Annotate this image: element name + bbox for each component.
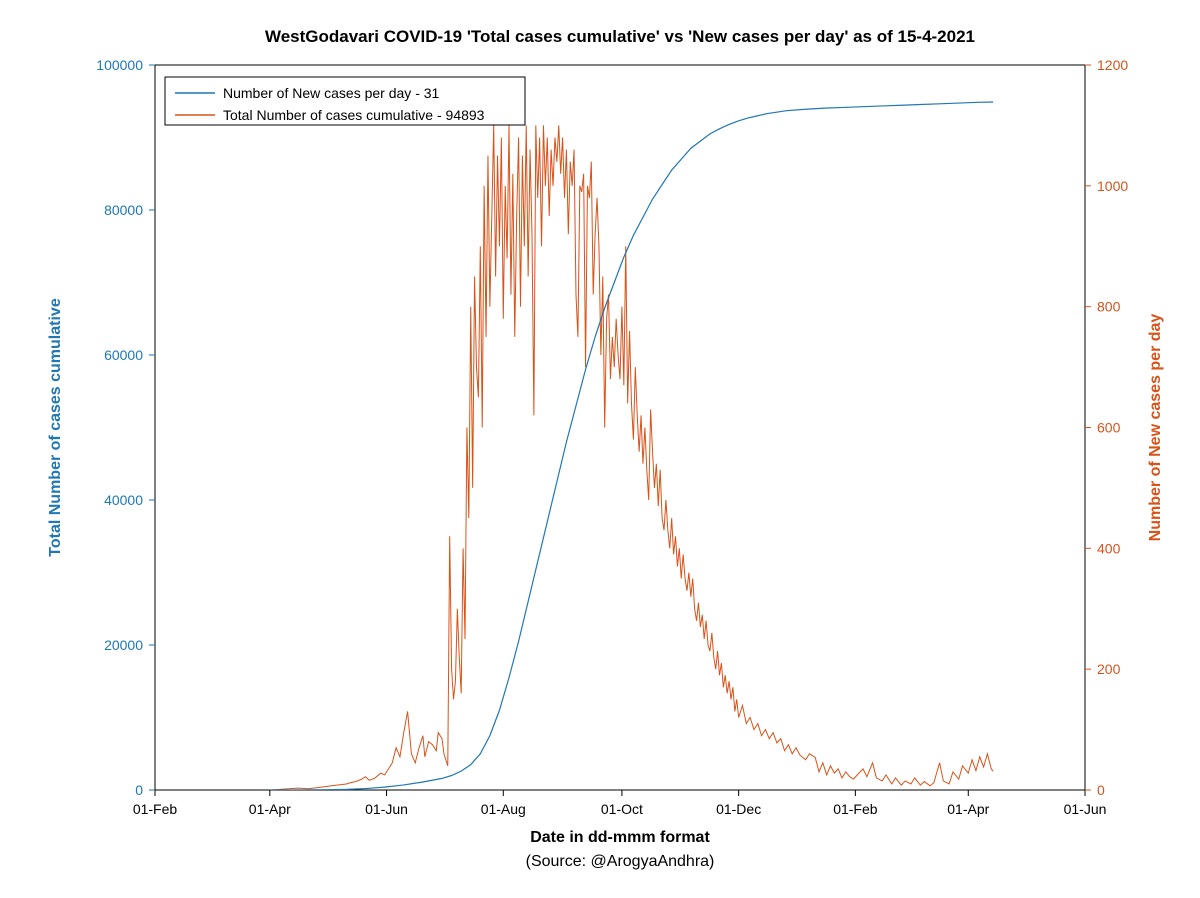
y-left-tick-label: 20000 (104, 637, 143, 653)
y-right-tick-label: 0 (1097, 782, 1105, 798)
chart-svg: WestGodavari COVID-19 'Total cases cumul… (0, 0, 1200, 898)
x-tick-label: 01-Jun (1064, 801, 1107, 817)
chart-container: WestGodavari COVID-19 'Total cases cumul… (0, 0, 1200, 898)
legend-label: Total Number of cases cumulative - 94893 (223, 107, 485, 123)
y-right-tick-label: 200 (1097, 661, 1121, 677)
new-cases-line (270, 125, 993, 790)
y-right-tick-label: 1200 (1097, 57, 1128, 73)
x-tick-label: 01-Oct (601, 801, 643, 817)
plot-box (155, 65, 1085, 790)
cumulative-line (270, 102, 993, 790)
y-left-tick-label: 40000 (104, 492, 143, 508)
y-left-tick-label: 80000 (104, 202, 143, 218)
x-tick-label: 01-Apr (249, 801, 291, 817)
source-label: (Source: @ArogyaAndhra) (526, 853, 715, 870)
x-tick-label: 01-Feb (833, 801, 878, 817)
x-tick-label: 01-Dec (716, 801, 761, 817)
y-right-tick-label: 1000 (1097, 178, 1128, 194)
y-left-tick-label: 100000 (96, 57, 143, 73)
y-right-tick-label: 400 (1097, 540, 1121, 556)
x-axis-label: Date in dd-mmm format (530, 829, 710, 846)
y-left-tick-label: 60000 (104, 347, 143, 363)
y-left-tick-label: 0 (135, 782, 143, 798)
y-right-tick-label: 800 (1097, 299, 1121, 315)
x-tick-label: 01-Aug (481, 801, 526, 817)
x-tick-label: 01-Feb (133, 801, 178, 817)
chart-title: WestGodavari COVID-19 'Total cases cumul… (265, 27, 975, 46)
x-tick-label: 01-Jun (365, 801, 408, 817)
y-left-axis-label: Total Number of cases cumulative (47, 298, 64, 557)
y-right-tick-label: 600 (1097, 420, 1121, 436)
legend-label: Number of New cases per day - 31 (223, 85, 440, 101)
y-right-axis-label: Number of New cases per day (1147, 314, 1164, 542)
x-tick-label: 01-Apr (947, 801, 989, 817)
